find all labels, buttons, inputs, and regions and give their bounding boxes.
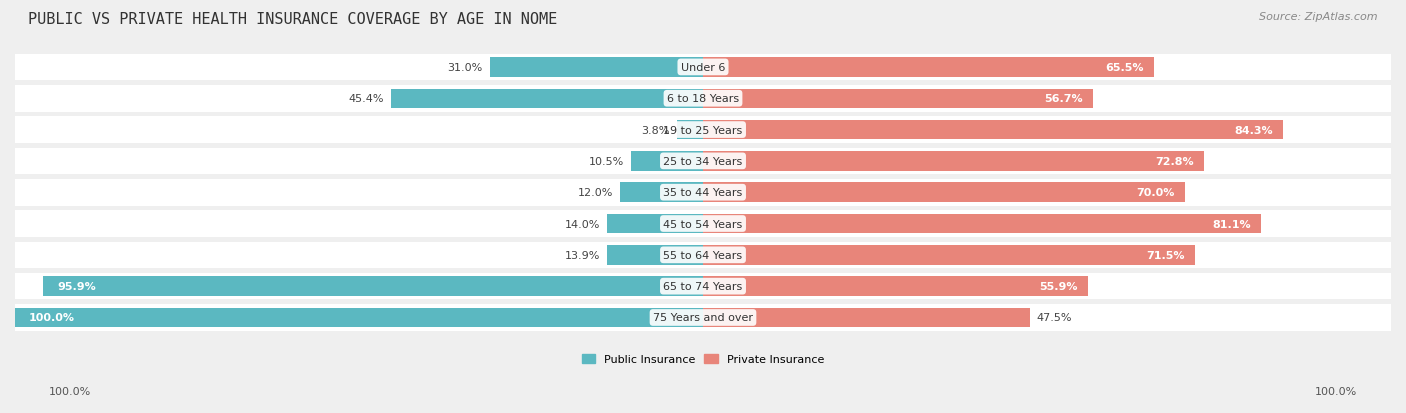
Bar bbox=[676, 121, 703, 140]
Bar bbox=[15, 242, 1391, 268]
Text: 65 to 74 Years: 65 to 74 Years bbox=[664, 282, 742, 292]
Bar bbox=[15, 211, 1391, 237]
Bar bbox=[15, 86, 1391, 112]
Bar bbox=[703, 246, 1195, 265]
Text: 81.1%: 81.1% bbox=[1212, 219, 1251, 229]
Text: 100.0%: 100.0% bbox=[1315, 387, 1357, 396]
Text: 45.4%: 45.4% bbox=[349, 94, 384, 104]
Text: 25 to 34 Years: 25 to 34 Years bbox=[664, 157, 742, 166]
Text: 56.7%: 56.7% bbox=[1045, 94, 1083, 104]
Text: Under 6: Under 6 bbox=[681, 63, 725, 73]
Text: 100.0%: 100.0% bbox=[28, 313, 75, 323]
Text: 6 to 18 Years: 6 to 18 Years bbox=[666, 94, 740, 104]
Text: 47.5%: 47.5% bbox=[1036, 313, 1073, 323]
Text: 14.0%: 14.0% bbox=[564, 219, 600, 229]
Text: 100.0%: 100.0% bbox=[49, 387, 91, 396]
Bar bbox=[703, 89, 1092, 109]
Text: 72.8%: 72.8% bbox=[1154, 157, 1194, 166]
Bar bbox=[15, 304, 1391, 331]
Bar bbox=[15, 308, 703, 328]
Text: 70.0%: 70.0% bbox=[1136, 188, 1174, 198]
Bar bbox=[606, 214, 703, 234]
Text: 12.0%: 12.0% bbox=[578, 188, 613, 198]
Text: 13.9%: 13.9% bbox=[565, 250, 600, 260]
Text: 31.0%: 31.0% bbox=[447, 63, 482, 73]
Bar bbox=[15, 55, 1391, 81]
Bar bbox=[703, 277, 1088, 296]
Bar bbox=[631, 152, 703, 171]
Text: 55 to 64 Years: 55 to 64 Years bbox=[664, 250, 742, 260]
Text: 95.9%: 95.9% bbox=[58, 282, 96, 292]
Text: 10.5%: 10.5% bbox=[589, 157, 624, 166]
Text: 65.5%: 65.5% bbox=[1105, 63, 1143, 73]
Legend: Public Insurance, Private Insurance: Public Insurance, Private Insurance bbox=[582, 354, 824, 364]
Text: Source: ZipAtlas.com: Source: ZipAtlas.com bbox=[1260, 12, 1378, 22]
Text: PUBLIC VS PRIVATE HEALTH INSURANCE COVERAGE BY AGE IN NOME: PUBLIC VS PRIVATE HEALTH INSURANCE COVER… bbox=[28, 12, 557, 27]
Text: 55.9%: 55.9% bbox=[1039, 282, 1077, 292]
Text: 84.3%: 84.3% bbox=[1234, 125, 1272, 135]
Text: 71.5%: 71.5% bbox=[1146, 250, 1185, 260]
Bar bbox=[703, 58, 1154, 78]
Bar bbox=[703, 308, 1029, 328]
Text: 35 to 44 Years: 35 to 44 Years bbox=[664, 188, 742, 198]
Bar bbox=[703, 152, 1204, 171]
Text: 75 Years and over: 75 Years and over bbox=[652, 313, 754, 323]
Bar bbox=[15, 180, 1391, 206]
Bar bbox=[15, 117, 1391, 144]
Bar bbox=[703, 214, 1261, 234]
Bar bbox=[391, 89, 703, 109]
Bar bbox=[489, 58, 703, 78]
Bar bbox=[703, 121, 1284, 140]
Text: 45 to 54 Years: 45 to 54 Years bbox=[664, 219, 742, 229]
Text: 19 to 25 Years: 19 to 25 Years bbox=[664, 125, 742, 135]
Bar bbox=[703, 183, 1185, 202]
Bar bbox=[15, 273, 1391, 300]
Bar bbox=[607, 246, 703, 265]
Bar bbox=[44, 277, 703, 296]
Text: 3.8%: 3.8% bbox=[641, 125, 671, 135]
Bar bbox=[15, 148, 1391, 175]
Bar bbox=[620, 183, 703, 202]
